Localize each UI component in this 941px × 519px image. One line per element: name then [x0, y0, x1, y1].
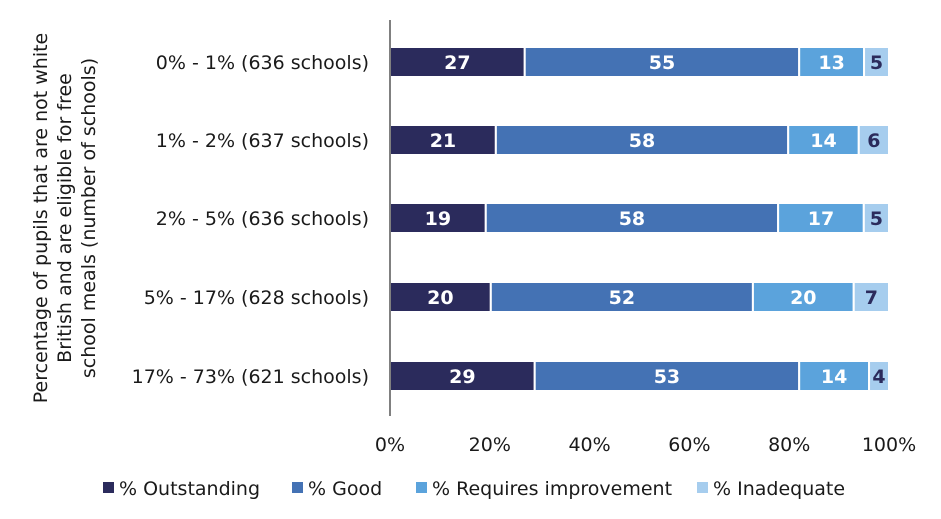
data-label: 21: [430, 130, 456, 152]
bar-segment: [489, 281, 754, 313]
y-axis-title-line: British and are eligible for free: [54, 73, 76, 363]
x-tick-label: 60%: [668, 434, 710, 456]
data-label: 55: [649, 52, 675, 74]
x-tick-label: 40%: [568, 434, 610, 456]
data-label: 52: [609, 287, 635, 309]
data-label: 58: [629, 130, 655, 152]
legend-label: % Requires improvement: [432, 478, 672, 500]
bar-segment: [798, 46, 866, 78]
legend-swatch: [292, 482, 303, 493]
bar-segment: [494, 124, 790, 156]
data-label: 5: [870, 52, 883, 74]
y-axis-title-line: Percentage of pupils that are not white: [30, 33, 52, 403]
data-label: 19: [425, 208, 451, 230]
bars: 27 55 13 5 21 58 14 6 19 58 17 5 20 52 20 7 29 53 14 4: [389, 46, 890, 392]
data-label: 20: [790, 287, 816, 309]
x-tick-label: 100%: [862, 434, 916, 456]
bar-row: 19 58 17 5: [389, 202, 890, 234]
x-tick-label: 20%: [469, 434, 511, 456]
y-axis-title-line: school meals (number of schools): [78, 58, 100, 378]
category-labels: 0% - 1% (636 schools) 1% - 2% (637 school…: [132, 52, 369, 388]
category-label: 5% - 17% (628 schools): [144, 287, 369, 309]
legend-item: % Outstanding: [103, 478, 260, 500]
legend-swatch: [103, 482, 114, 493]
data-label: 27: [444, 52, 470, 74]
bar-row: 21 58 14 6: [389, 124, 890, 156]
data-label: 5: [870, 208, 883, 230]
data-label: 53: [654, 366, 680, 388]
bar-row: 27 55 13 5: [389, 46, 890, 78]
data-label: 20: [427, 287, 453, 309]
legend-item: % Requires improvement: [416, 478, 672, 500]
legend-label: % Inadequate: [713, 478, 845, 500]
data-label: 29: [449, 366, 475, 388]
legend-swatch: [416, 482, 427, 493]
bar-segment: [862, 202, 890, 234]
category-label: 17% - 73% (621 schools): [132, 366, 369, 388]
data-label: 17: [808, 208, 834, 230]
bar-segment: [484, 202, 780, 234]
y-axis-title: Percentage of pupils that are not white B…: [30, 33, 100, 403]
x-tick-label: 80%: [768, 434, 810, 456]
x-tick-labels: 0% 20% 40% 60% 80% 100%: [375, 434, 916, 456]
data-label: 14: [821, 366, 847, 388]
legend-item: % Inadequate: [697, 478, 845, 500]
bar-segment: [857, 124, 890, 156]
bar-segment: [852, 281, 890, 313]
category-label: 1% - 2% (637 schools): [156, 130, 369, 152]
data-label: 58: [619, 208, 645, 230]
bar-segment: [787, 124, 860, 156]
legend: % Outstanding % Good % Requires improvemen…: [103, 478, 845, 500]
legend-swatch: [697, 482, 708, 493]
category-label: 2% - 5% (636 schools): [156, 208, 369, 230]
data-label: 4: [872, 366, 885, 388]
bar-row: 29 53 14 4: [389, 360, 890, 392]
bar-segment: [523, 46, 801, 78]
legend-item: % Good: [292, 478, 382, 500]
legend-label: % Outstanding: [119, 478, 260, 500]
bar-segment: [389, 124, 497, 156]
bar-segment: [798, 360, 871, 392]
bar-segment: [389, 281, 492, 313]
x-tick-label: 0%: [375, 434, 405, 456]
bar-segment: [868, 360, 890, 392]
data-label: 14: [810, 130, 836, 152]
data-label: 6: [867, 130, 880, 152]
bar-row: 20 52 20 7: [389, 281, 890, 313]
bar-segment: [863, 46, 890, 78]
category-label: 0% - 1% (636 schools): [156, 52, 369, 74]
data-label: 7: [865, 287, 878, 309]
legend-label: % Good: [308, 478, 382, 500]
data-label: 13: [818, 52, 844, 74]
